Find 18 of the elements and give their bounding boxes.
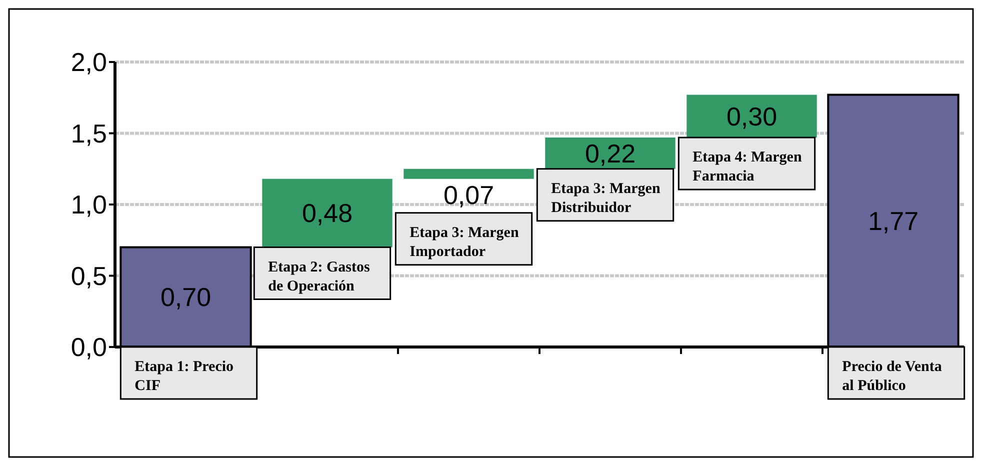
data-label: 0,70 [160,282,212,312]
x-tick-label: Etapa 3: Margen Importador [410,224,520,260]
x-tick-label: Precio de Venta al Público [842,359,942,394]
data-label: 0,30 [726,101,778,132]
y-tick-label: 1,0 [70,190,107,220]
bar [404,168,534,179]
data-label: 1,77 [868,206,919,236]
y-tick-label: 2,0 [70,47,107,78]
x-tick-label: Etapa 1: Precio CIF [134,359,234,394]
x-tick-label: Etapa 3: Margen Distribuidor [551,180,661,216]
data-label: 0,07 [443,180,494,210]
y-tick-label: 1,5 [70,118,107,148]
data-label: 0,48 [302,198,353,228]
y-tick-label: 0,0 [70,332,107,362]
x-tick-label: Etapa 4: Margen Farmacia [692,150,802,185]
data-label: 0,22 [584,138,636,168]
y-tick-label: 0,5 [70,260,107,291]
x-tick-label: Etapa 2: Gastos de Operación [268,259,370,294]
